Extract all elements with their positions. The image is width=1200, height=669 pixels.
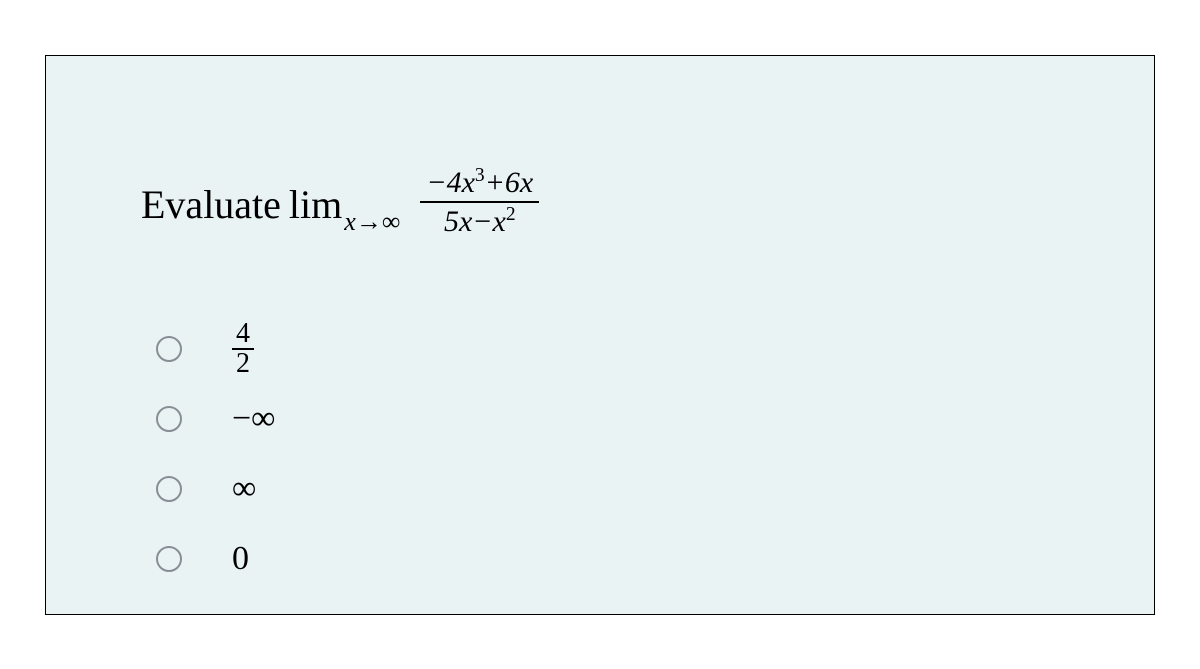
- fraction-numerator: −4x3+6x: [420, 164, 539, 201]
- fraction-denominator: 5x−x2: [438, 203, 522, 240]
- option-fraction: 42: [232, 320, 254, 378]
- option-row-2[interactable]: ∞: [156, 454, 292, 524]
- option-fraction-num: 4: [232, 320, 254, 348]
- lim-sub-arrow: →∞: [356, 207, 401, 236]
- radio-button[interactable]: [156, 476, 182, 502]
- lim-sub-var: x: [344, 207, 356, 236]
- radio-button[interactable]: [156, 546, 182, 572]
- lim-subscript: x→∞: [344, 207, 400, 237]
- option-label: ∞: [232, 470, 292, 508]
- option-label: 42: [232, 320, 292, 378]
- option-label: 0: [232, 540, 292, 578]
- option-row-1[interactable]: −∞: [156, 384, 292, 454]
- limit-expression: lim x→∞: [289, 181, 400, 228]
- radio-button[interactable]: [156, 336, 182, 362]
- prompt-prefix: Evaluate: [141, 181, 281, 228]
- option-label: −∞: [232, 400, 292, 438]
- options-group: 42 −∞ ∞ 0: [156, 314, 292, 594]
- lim-text: lim: [289, 181, 342, 228]
- option-fraction-den: 2: [232, 350, 254, 378]
- radio-button[interactable]: [156, 406, 182, 432]
- fraction: −4x3+6x 5x−x2: [420, 164, 539, 240]
- option-row-3[interactable]: 0: [156, 524, 292, 594]
- option-row-0[interactable]: 42: [156, 314, 292, 384]
- question-card: Evaluate lim x→∞ −4x3+6x 5x−x2 42 −∞ ∞ 0: [45, 55, 1155, 615]
- question-prompt: Evaluate lim x→∞ −4x3+6x 5x−x2: [141, 166, 539, 242]
